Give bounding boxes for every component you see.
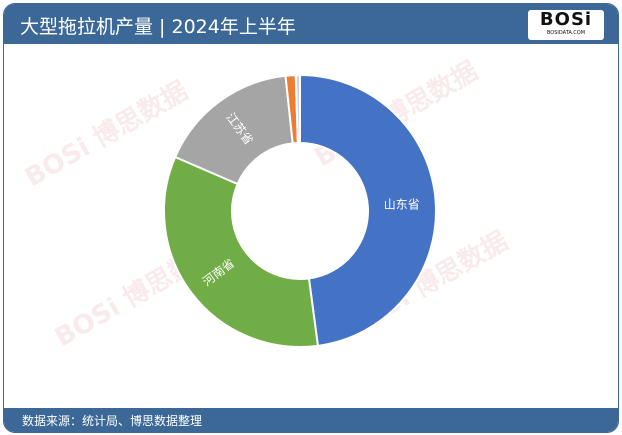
- bosi-logo: BOSi BOSIDATA.COM: [528, 10, 604, 40]
- source-note: 数据来源：统计局、博思数据整理: [22, 414, 203, 428]
- slice-山东省: [299, 73, 437, 347]
- footer-bar: 数据来源：统计局、博思数据整理: [4, 408, 618, 432]
- chart-title: 大型拖拉机产量 | 2024年上半年: [20, 16, 296, 38]
- slice-label: 山东省: [384, 197, 420, 211]
- slice-other-4: [294, 73, 301, 145]
- slice-河南省: [163, 155, 320, 348]
- header-bar: 大型拖拉机产量 | 2024年上半年 BOSi BOSIDATA.COM: [4, 4, 618, 44]
